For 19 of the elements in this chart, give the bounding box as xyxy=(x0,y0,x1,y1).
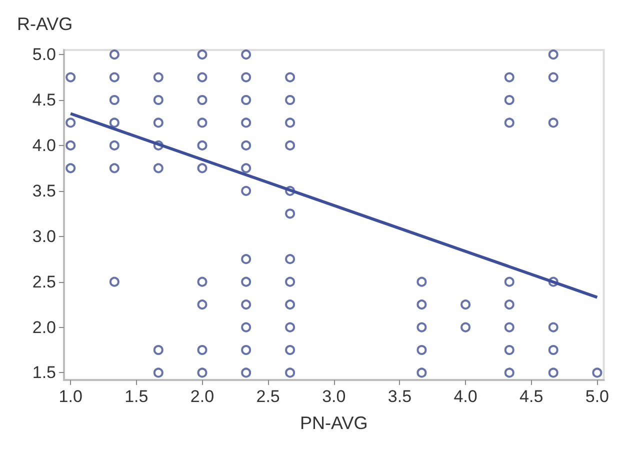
x-tick-label: 5.0 xyxy=(585,387,610,406)
x-tick-label: 1.0 xyxy=(58,387,82,406)
x-tick-label: 2.5 xyxy=(256,387,280,406)
y-tick-label: 4.0 xyxy=(32,136,56,155)
x-tick-label: 4.0 xyxy=(454,387,478,406)
y-tick-label: 3.0 xyxy=(32,226,56,246)
x-tick-label: 1.5 xyxy=(124,387,148,406)
y-axis-title: R-AVG xyxy=(17,14,73,34)
x-axis-title: PN-AVG xyxy=(300,413,368,433)
y-tick-label: 2.5 xyxy=(32,272,56,292)
y-tick-label: 2.0 xyxy=(32,318,56,337)
x-tick-label: 3.5 xyxy=(388,387,412,406)
x-tick-label: 2.0 xyxy=(190,387,214,406)
x-tick-label: 3.0 xyxy=(322,387,346,406)
x-tick-label: 4.5 xyxy=(520,387,544,406)
y-tick-label: 3.5 xyxy=(32,181,56,200)
y-tick-label: 1.5 xyxy=(32,363,56,382)
y-tick-label: 4.5 xyxy=(32,90,56,110)
y-tick-label: 5.0 xyxy=(32,45,56,64)
